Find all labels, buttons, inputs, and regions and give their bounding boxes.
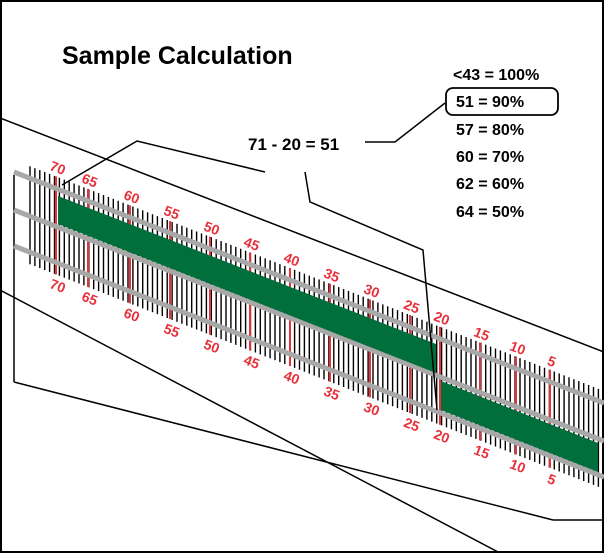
table-row-5: 64 = 50% (456, 204, 524, 221)
rail-middle (13, 207, 604, 444)
scale-label-bottom: 55 (162, 320, 182, 341)
scale-label-top: 20 (432, 308, 452, 329)
scale-label-top: 45 (242, 233, 262, 254)
leader-line-result (365, 102, 446, 143)
scale-label-top: 25 (402, 296, 422, 317)
band-upper-line (0, 117, 604, 353)
leader-line-70 (61, 140, 266, 186)
scale-label-top: 40 (282, 249, 302, 270)
green-bar-left (58, 196, 436, 373)
scale-labels-bottom: 70 65 60 55 50 45 40 35 30 25 20 15 10 5 (48, 276, 559, 489)
scale-label-top: 55 (162, 202, 182, 223)
table-row-1: 51 = 90% (456, 94, 524, 111)
scale-label-bottom: 70 (48, 276, 68, 297)
scale-label-top: 30 (362, 280, 382, 301)
scale-label-bottom: 10 (508, 456, 528, 477)
scale-label-top: 70 (48, 158, 68, 179)
scale-label-top: 35 (322, 265, 342, 286)
scale-label-top: 50 (202, 218, 222, 239)
table-row-4: 62 = 60% (456, 176, 524, 193)
equation-label: 71 - 20 = 51 (248, 135, 339, 154)
leader-line-20 (304, 171, 438, 411)
scale-label-bottom: 60 (122, 304, 142, 325)
rail-top (13, 169, 604, 406)
scale-label-top: 5 (545, 352, 558, 370)
scale-label-bottom: 50 (202, 336, 222, 357)
table-row-2: 57 = 80% (456, 122, 524, 139)
diagram-title: Sample Calculation (62, 42, 293, 70)
table-row-3: 60 = 70% (456, 149, 524, 166)
scale-label-top: 10 (508, 338, 528, 359)
scale-label-bottom: 30 (362, 398, 382, 419)
scale-label-bottom: 25 (402, 414, 422, 435)
scale-label-bottom: 5 (545, 470, 558, 488)
band-bottom-line (13, 381, 554, 521)
scale-label-bottom: 40 (282, 367, 302, 388)
scale-labels-top: 70 65 60 55 50 45 40 35 30 25 20 15 10 5 (48, 158, 559, 371)
band-lower-line (0, 289, 501, 553)
scale-label-bottom: 45 (242, 351, 262, 372)
table-row-0: <43 = 100% (453, 67, 539, 84)
scale-label-bottom: 15 (472, 442, 492, 463)
scale-label-bottom: 65 (80, 288, 100, 309)
scale-label-top: 60 (122, 186, 142, 207)
green-bar-right (441, 381, 598, 472)
highlight-box (445, 87, 559, 116)
scale-label-bottom: 35 (322, 383, 342, 404)
scale-label-top: 65 (80, 170, 100, 191)
scale-label-top: 15 (472, 324, 492, 345)
rail-bottom (13, 243, 604, 480)
scale-label-bottom: 20 (432, 426, 452, 447)
